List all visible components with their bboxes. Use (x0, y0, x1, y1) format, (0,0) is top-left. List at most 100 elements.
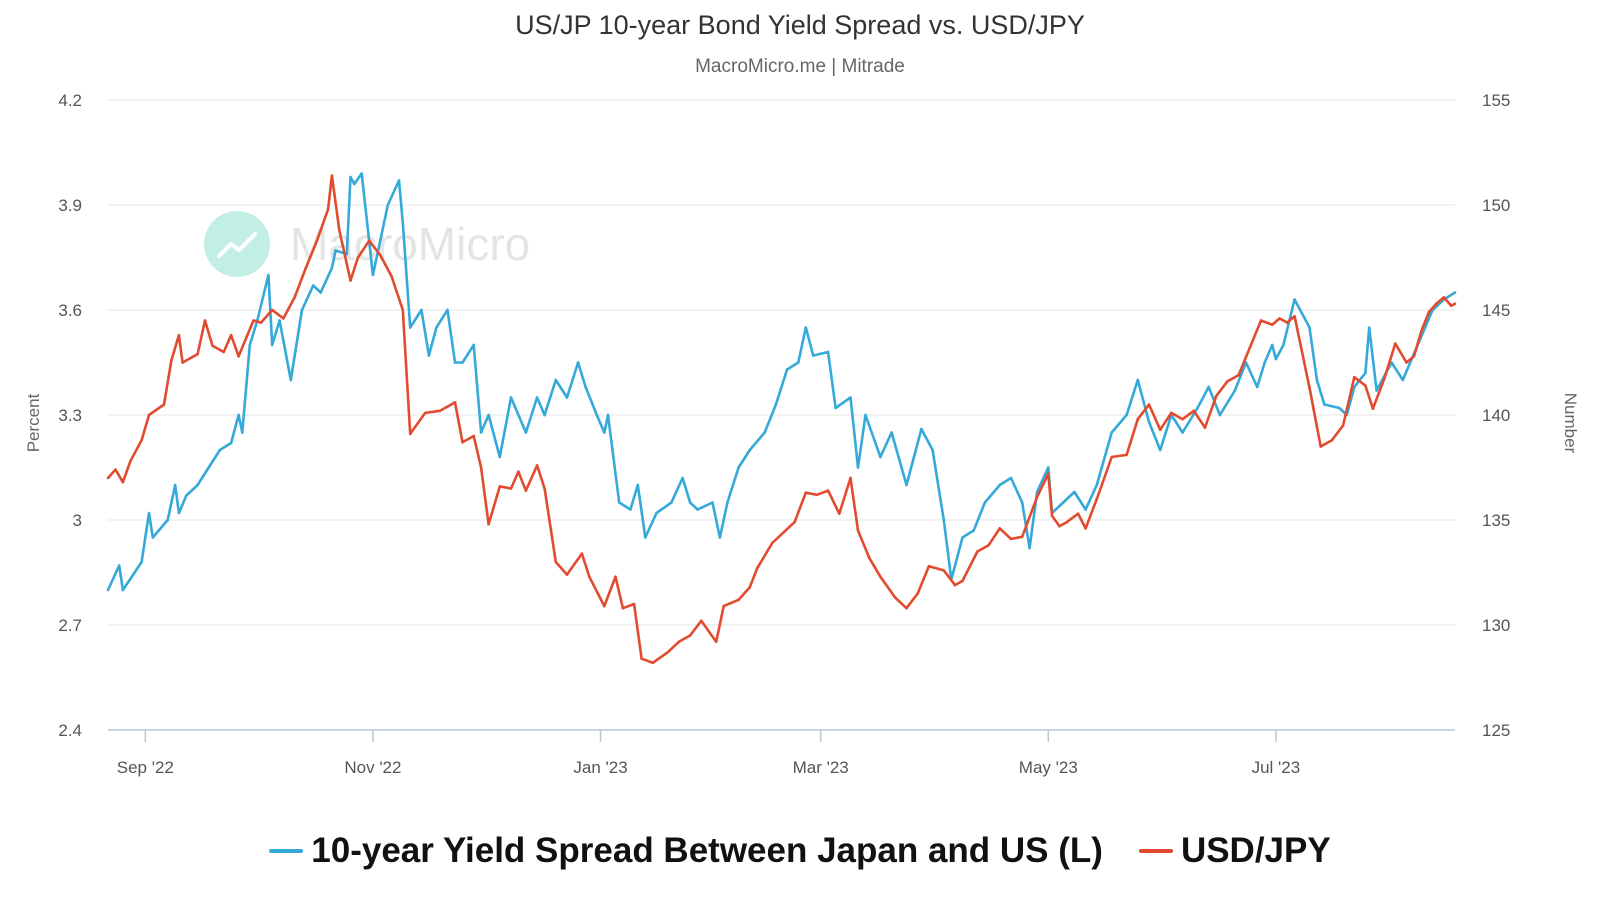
usdjpy-point (181, 361, 184, 364)
spread-point (804, 326, 808, 329)
series-line-usdjpy-points (106, 174, 1457, 665)
usdjpy-point (1353, 375, 1356, 379)
usdjpy-point (203, 319, 207, 322)
usdjpy-point (330, 174, 334, 177)
spread-point (1009, 476, 1013, 480)
usdjpy-point (162, 403, 166, 406)
usdjpy-point (1147, 403, 1151, 406)
usdjpy-point (1450, 304, 1453, 308)
spread-point (311, 284, 315, 287)
usdjpy-point (580, 552, 584, 555)
usdjpy-point (177, 333, 181, 337)
usdjpy-point (793, 520, 796, 524)
spread-point (961, 536, 964, 539)
spread-point (229, 441, 233, 445)
spread-point (435, 326, 438, 329)
spread-point (177, 511, 181, 515)
usdjpy-point (170, 359, 173, 362)
usdjpy-point (603, 604, 606, 608)
left-tick-label: 3 (73, 511, 82, 530)
usdjpy-point (722, 604, 725, 608)
usdjpy-point (114, 468, 117, 471)
spread-point (218, 448, 222, 452)
spread-point (117, 564, 121, 567)
usdjpy-point (1259, 319, 1263, 322)
spread-point (1263, 361, 1266, 364)
spread-point (864, 413, 867, 417)
usdjpy-point (379, 254, 382, 257)
usdjpy-point (517, 470, 520, 474)
spread-point (879, 455, 882, 459)
usdjpy-point (270, 308, 274, 312)
spread-point (289, 378, 293, 382)
usdjpy-point (222, 350, 225, 354)
usdjpy-point (367, 239, 371, 242)
usdjpy-point (879, 575, 882, 578)
spread-point (166, 518, 169, 522)
legend-swatch-usdjpy (1138, 849, 1173, 853)
usdjpy-point (961, 579, 964, 583)
spread-point (785, 368, 789, 371)
right-tick-label: 145 (1482, 301, 1510, 320)
usdjpy-point (894, 596, 897, 599)
left-axis-title: Percent (24, 393, 43, 452)
x-tick-label: Mar '23 (793, 758, 849, 777)
usdjpy-point (1248, 346, 1252, 350)
usdjpy-point (1382, 378, 1386, 381)
usdjpy-point (140, 438, 143, 442)
spread-point (353, 182, 356, 186)
usdjpy-point (543, 487, 546, 490)
usdjpy-point (588, 575, 591, 578)
usdjpy-point (1020, 535, 1024, 539)
spread-point (524, 431, 528, 434)
legend-item-spread[interactable]: 10-year Yield Spread Between Japan and U… (269, 831, 1103, 871)
usdjpy-point (1427, 310, 1431, 314)
usdjpy-point (1435, 302, 1438, 306)
spread-point (479, 431, 483, 434)
usdjpy-point (1181, 417, 1184, 421)
spread-point (360, 172, 364, 175)
spread-point (1390, 361, 1393, 364)
legend-item-usdjpy[interactable]: USD/JPY (1138, 831, 1331, 871)
usdjpy-point (356, 256, 360, 259)
spread-point (920, 427, 923, 431)
spread-point (207, 466, 210, 469)
spread-point (670, 501, 673, 504)
spread-point (644, 536, 647, 539)
spread-point (420, 308, 423, 312)
usdjpy-point (1050, 514, 1054, 518)
usdjpy-point (282, 317, 285, 320)
spread-point (748, 448, 752, 452)
usdjpy-point (1293, 315, 1296, 318)
legend: 10-year Yield Spread Between Japan and U… (0, 826, 1600, 876)
usdjpy-point (438, 409, 442, 413)
spread-point (636, 483, 640, 487)
spread-point (797, 361, 800, 364)
usdjpy-point (349, 279, 352, 282)
series-line-usdjpy[interactable] (107, 174, 1456, 665)
right-axis: 125 130 135 140 145 150 155 (1482, 91, 1510, 740)
usdjpy-point (1058, 525, 1061, 528)
right-tick-label: 150 (1482, 196, 1510, 215)
usdjpy-point (1285, 321, 1289, 324)
usdjpy-point (338, 228, 341, 232)
usdjpy-point (1158, 428, 1162, 432)
usdjpy-point (826, 489, 830, 492)
usdjpy-point (479, 466, 483, 469)
usdjpy-point (121, 480, 125, 484)
spread-point (617, 501, 621, 504)
usdjpy-point (472, 434, 476, 438)
left-tick-label: 3.3 (58, 406, 82, 425)
usdjpy-point (147, 413, 151, 417)
usdjpy-point (856, 529, 860, 532)
spread-point (584, 385, 587, 389)
spread-point (711, 501, 714, 504)
spread-point (1095, 483, 1099, 487)
usdjpy-point (106, 476, 110, 480)
usdjpy-point (621, 606, 625, 610)
usdjpy-point (259, 321, 263, 324)
usdjpy-point (614, 575, 617, 578)
spread-point (1084, 508, 1087, 511)
usdjpy-point (1125, 453, 1128, 457)
